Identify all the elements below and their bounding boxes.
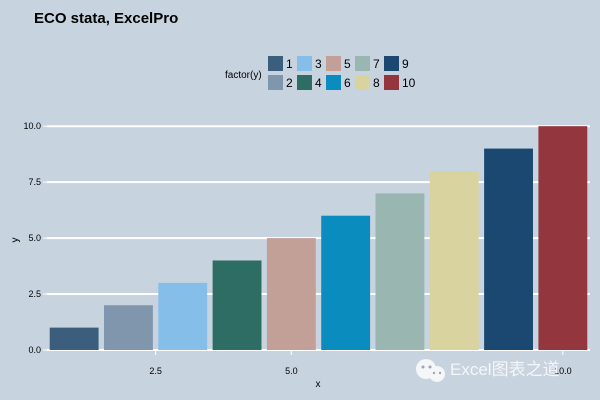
- legend: factor(y) 1 2 3 4 5 6 7 8 9 10: [225, 56, 416, 90]
- legend-label-8: 8: [373, 76, 380, 90]
- bar-6: [321, 215, 371, 350]
- bar-8: [429, 170, 479, 350]
- y-tick-label: 7.5: [28, 177, 41, 187]
- bar-10: [538, 126, 588, 350]
- bar-7: [375, 193, 425, 350]
- legend-title: factor(y): [225, 70, 262, 81]
- y-axis-label: y: [10, 238, 21, 243]
- y-axis: 0.0 2.5 5.0 7.5 10.0: [23, 121, 47, 355]
- bar-1: [49, 327, 99, 350]
- bar-5: [266, 238, 316, 350]
- legend-key-2: [268, 75, 283, 90]
- legend-key-1: [268, 56, 283, 71]
- wechat-icon: [416, 359, 445, 382]
- legend-label-5: 5: [344, 57, 351, 71]
- legend-key-6: [326, 75, 341, 90]
- x-tick-label: 10.0: [554, 366, 572, 376]
- legend-key-8: [355, 75, 370, 90]
- legend-label-9: 9: [402, 57, 409, 71]
- x-axis-label: x: [316, 379, 321, 390]
- legend-label-10: 10: [402, 76, 416, 90]
- legend-key-9: [384, 56, 399, 71]
- watermark: Excel图表之道: [416, 359, 560, 382]
- y-tick-label: 2.5: [28, 289, 41, 299]
- legend-label-6: 6: [344, 76, 351, 90]
- x-tick-label: 2.5: [149, 366, 162, 376]
- y-tick-label: 0.0: [28, 345, 41, 355]
- chart-title: ECO stata, ExcelPro: [34, 10, 178, 27]
- bar-4: [212, 260, 262, 350]
- legend-key-3: [297, 56, 312, 71]
- legend-label-1: 1: [286, 57, 293, 71]
- legend-label-3: 3: [315, 57, 322, 71]
- legend-key-4: [297, 75, 312, 90]
- bar-2: [104, 305, 153, 350]
- legend-label-7: 7: [373, 57, 380, 71]
- bars: [49, 126, 588, 350]
- legend-key-10: [384, 75, 399, 90]
- y-tick-label: 10.0: [23, 121, 41, 131]
- legend-key-5: [326, 56, 341, 71]
- legend-label-2: 2: [286, 76, 293, 90]
- legend-label-4: 4: [315, 76, 322, 90]
- x-axis: 2.5 5.0 10.0: [149, 350, 572, 376]
- legend-key-7: [355, 56, 370, 71]
- bar-9: [484, 148, 533, 350]
- watermark-text: Excel图表之道: [450, 360, 560, 379]
- x-tick-label: 5.0: [285, 366, 298, 376]
- bar-3: [158, 282, 208, 350]
- y-tick-label: 5.0: [28, 233, 41, 243]
